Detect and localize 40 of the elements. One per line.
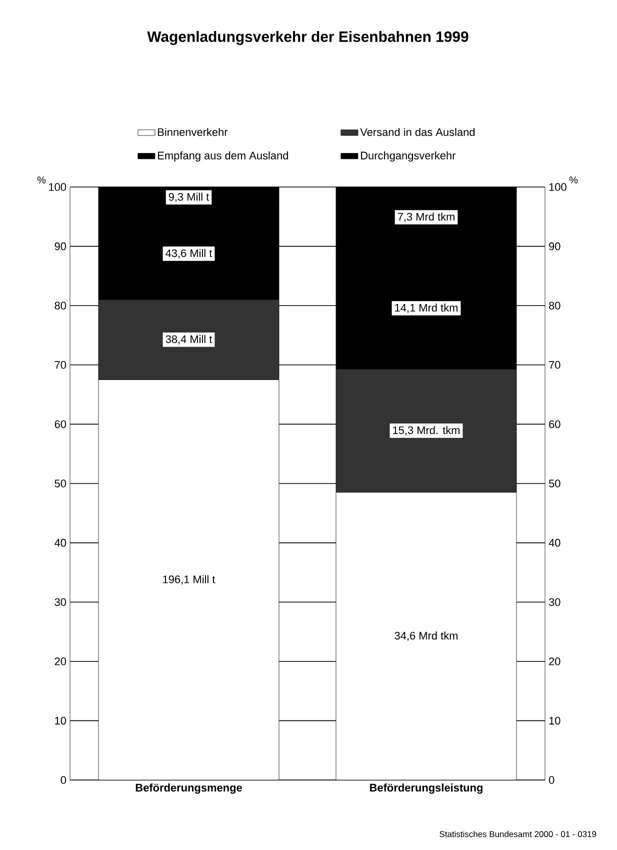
annotation: 34,6 Mrd tkm (394, 632, 458, 641)
annotation: 38,4 Mill t (166, 335, 212, 344)
y-tick-label: 100 (49, 183, 66, 191)
y-tick-label: 90 (54, 242, 66, 250)
annotation: 7,3 Mrd tkm (398, 212, 454, 222)
y-tick-label: 50 (54, 480, 66, 488)
y2-axis-title: % (569, 176, 578, 184)
y-tick-label: 80 (54, 302, 66, 310)
y-tick-label: 0 (60, 776, 66, 784)
legend-label: Durchgangsverkehr (361, 151, 456, 162)
text: Statistisches Bundesamt 2000 - 01 - 0319 (440, 830, 596, 838)
y-tick-label: 70 (54, 361, 66, 369)
legend-label: Versand in das Ausland (360, 128, 475, 136)
annotation: 14,1 Mrd tkm (395, 304, 458, 313)
y2-tick-label: 0 (548, 776, 554, 784)
y2-tick-label: 20 (549, 658, 560, 666)
annotation: 15,3 Mrd. tkm (393, 426, 460, 436)
annotation: 43,6 Mill t (166, 249, 212, 258)
y2-tick-label: 50 (548, 480, 560, 488)
chart-title: Wagenladungsverkehr der Eisenbahnen 1999 (147, 30, 468, 45)
y-tick-label: 40 (54, 538, 66, 547)
x-tick-label: Beförderungsleistung (370, 784, 482, 794)
y-tick-label: 10 (55, 716, 66, 725)
y-tick-label: 60 (54, 420, 66, 428)
y2-tick-label: 30 (548, 598, 560, 606)
y2-tick-label: 90 (549, 242, 560, 250)
legend-label: Binnenverkehr (158, 128, 228, 136)
y2-tick-label: 100 (549, 183, 566, 191)
y-tick-label: 30 (54, 598, 66, 606)
y-axis-title: % (37, 176, 46, 184)
annotation: 9,3 Mill t (168, 192, 210, 202)
y2-tick-label: 80 (549, 302, 560, 310)
y2-tick-label: 60 (549, 420, 560, 428)
x-tick-label: Beförderungsmenge (136, 784, 242, 794)
annotation: 196,1 Mill t (163, 575, 216, 585)
y2-tick-label: 70 (549, 361, 560, 369)
y2-tick-label: 10 (549, 716, 560, 725)
y-tick-label: 20 (54, 658, 66, 666)
y2-tick-label: 40 (548, 538, 560, 547)
legend-label: Empfang aus dem Ausland (158, 151, 288, 162)
